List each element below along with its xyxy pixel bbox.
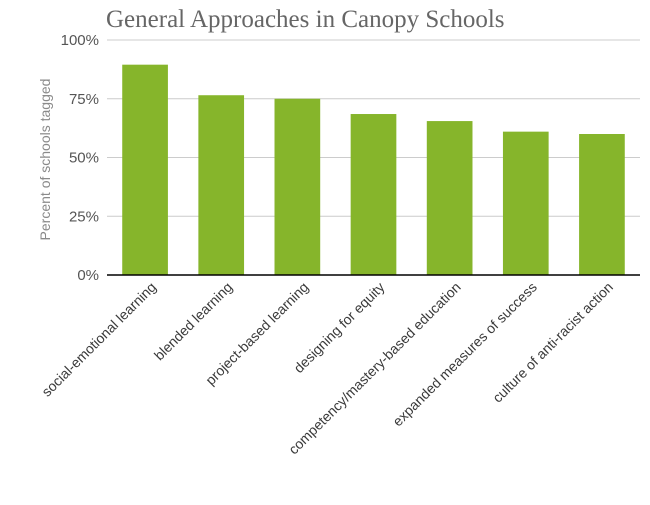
- y-tick-label: 25%: [69, 208, 99, 225]
- bar: [122, 64, 168, 275]
- bar: [274, 98, 321, 275]
- bar: [350, 114, 397, 276]
- y-tick-label: 100%: [61, 32, 99, 49]
- x-tick-label: competency/mastery-based education: [285, 279, 464, 458]
- bar: [579, 134, 625, 275]
- bar: [426, 121, 473, 275]
- bar: [198, 95, 245, 275]
- y-tick-label: 0%: [77, 267, 99, 284]
- y-tick-label: 50%: [69, 150, 99, 167]
- x-tick-label: social-emotional learning: [38, 279, 159, 400]
- bar: [502, 131, 549, 275]
- y-tick-label: 75%: [69, 91, 99, 108]
- chart-title: General Approaches in Canopy Schools: [106, 6, 505, 33]
- bars: [122, 64, 625, 276]
- y-axis-ticks: 0% 25% 50% 75% 100%: [61, 32, 99, 284]
- x-tick-label: blended learning: [151, 279, 236, 364]
- y-axis-label: Percent of schools tagged: [37, 79, 53, 241]
- x-tick-label: expanded measures of success: [389, 279, 540, 430]
